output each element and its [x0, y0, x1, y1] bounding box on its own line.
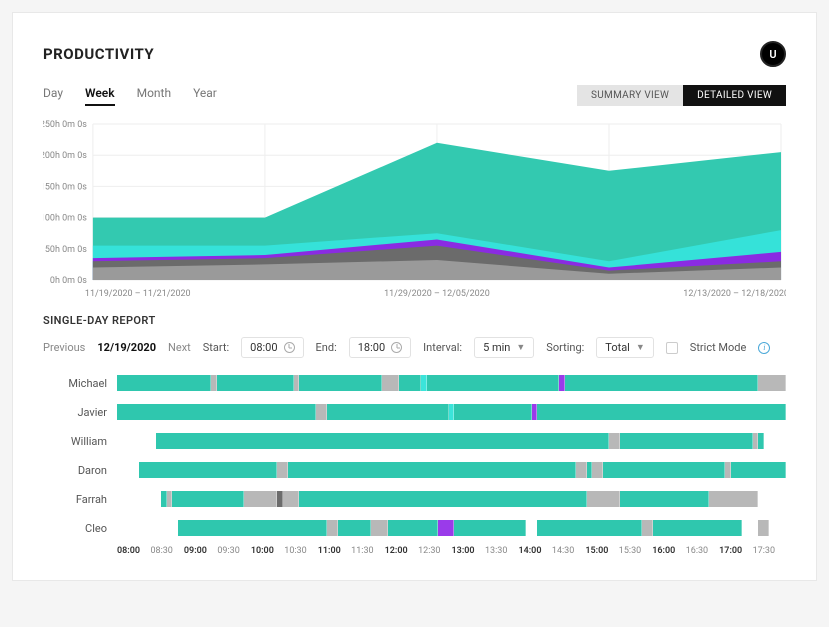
timeline-track[interactable]	[117, 491, 786, 507]
timeline-row: Michael	[49, 372, 786, 394]
sorting-label: Sorting:	[546, 341, 584, 354]
info-icon[interactable]: i	[758, 342, 770, 354]
productivity-card: PRODUCTIVITY U Day Week Month Year SUMMARY …	[12, 12, 817, 581]
area-chart: 0h 0m 0s 50h 0m 0s 100h 0m 0s 150h 0m 0s 200…	[43, 120, 786, 300]
chevron-down-icon: ▼	[636, 342, 645, 353]
controls-row: Day Week Month Year SUMMARY VIEW DETAILED V…	[43, 85, 786, 106]
svg-text:200h 0m 0s: 200h 0m 0s	[43, 151, 87, 161]
filter-row: Previous 12/19/2020 Next Start: 08:00 En…	[43, 337, 786, 358]
timeline-x-tick: 17:00	[719, 546, 752, 556]
timeline-row: Javier	[49, 401, 786, 423]
timeline-track[interactable]	[117, 433, 786, 449]
sorting-select[interactable]: Total ▼	[596, 337, 653, 358]
timeline-x-tick: 16:30	[686, 546, 719, 556]
svg-text:150h 0m 0s: 150h 0m 0s	[43, 182, 87, 192]
range-tabs: Day Week Month Year	[43, 86, 217, 106]
interval-value: 5 min	[483, 341, 510, 354]
timeline-x-tick: 08:30	[150, 546, 183, 556]
svg-text:50h 0m 0s: 50h 0m 0s	[45, 245, 87, 255]
timeline-x-tick: 17:30	[753, 546, 786, 556]
range-tab-year[interactable]: Year	[193, 86, 217, 106]
start-time-value: 08:00	[250, 341, 277, 354]
timeline-row-label: Daron	[49, 464, 117, 477]
current-date: 12/19/2020	[97, 341, 156, 354]
next-link[interactable]: Next	[168, 341, 191, 354]
clock-icon	[284, 342, 295, 353]
timeline-x-axis: 08:0008:3009:0009:3010:0010:3011:0011:30…	[49, 546, 786, 556]
svg-text:100h 0m 0s: 100h 0m 0s	[43, 214, 87, 224]
timeline-x-tick: 16:00	[652, 546, 685, 556]
start-time-field[interactable]: 08:00	[241, 337, 303, 358]
timeline-x-tick: 14:00	[518, 546, 551, 556]
timeline-track[interactable]	[117, 520, 786, 536]
sorting-value: Total	[605, 341, 630, 354]
timeline-x-tick: 13:30	[485, 546, 518, 556]
clock-icon	[391, 342, 402, 353]
timeline-row: Daron	[49, 459, 786, 481]
end-time-field[interactable]: 18:00	[349, 337, 411, 358]
timeline-row-label: Michael	[49, 377, 117, 390]
timeline-block: Michael Javier William Daron Farrah Cleo 08:00…	[49, 372, 786, 556]
header-row: PRODUCTIVITY U	[43, 41, 786, 67]
timeline-x-tick: 15:00	[585, 546, 618, 556]
timeline-row-label: Farrah	[49, 493, 117, 506]
timeline-x-tick: 12:30	[418, 546, 451, 556]
page-title: PRODUCTIVITY	[43, 45, 154, 63]
timeline-row: Farrah	[49, 488, 786, 510]
timeline-x-tick: 15:30	[619, 546, 652, 556]
timeline-row-label: Cleo	[49, 522, 117, 535]
timeline-track[interactable]	[117, 462, 786, 478]
timeline-x-tick: 10:30	[284, 546, 317, 556]
end-label: End:	[316, 341, 337, 354]
timeline-x-tick: 09:30	[217, 546, 250, 556]
timeline-x-tick: 11:00	[318, 546, 351, 556]
range-tab-month[interactable]: Month	[137, 86, 171, 106]
timeline-x-tick: 13:00	[452, 546, 485, 556]
strict-mode-label: Strict Mode	[690, 341, 747, 354]
svg-text:11/19/2020 – 11/21/2020: 11/19/2020 – 11/21/2020	[85, 289, 191, 299]
chevron-down-icon: ▼	[516, 342, 525, 353]
timeline-x-tick: 12:00	[385, 546, 418, 556]
timeline-row-label: Javier	[49, 406, 117, 419]
range-tab-day[interactable]: Day	[43, 86, 63, 106]
start-label: Start:	[203, 341, 229, 354]
timeline-x-tick: 09:00	[184, 546, 217, 556]
single-day-title: SINGLE-DAY REPORT	[43, 314, 786, 327]
svg-text:11/29/2020 – 12/05/2020: 11/29/2020 – 12/05/2020	[384, 289, 490, 299]
prev-link[interactable]: Previous	[43, 341, 85, 354]
timeline-x-tick: 14:30	[552, 546, 585, 556]
view-toggle: SUMMARY VIEW DETAILED VIEW	[577, 85, 786, 106]
svg-text:250h 0m 0s: 250h 0m 0s	[43, 120, 87, 130]
range-tab-week[interactable]: Week	[85, 86, 115, 106]
timeline-row-label: William	[49, 435, 117, 448]
timeline-row: William	[49, 430, 786, 452]
timeline-row: Cleo	[49, 517, 786, 539]
interval-label: Interval:	[423, 341, 462, 354]
area-chart-svg: 0h 0m 0s 50h 0m 0s 100h 0m 0s 150h 0m 0s 200…	[43, 120, 786, 300]
avatar[interactable]: U	[760, 41, 786, 67]
strict-mode-checkbox[interactable]	[666, 342, 678, 354]
timeline-x-tick: 10:00	[251, 546, 284, 556]
timeline-track[interactable]	[117, 404, 786, 420]
svg-text:12/13/2020 – 12/18/2020: 12/13/2020 – 12/18/2020	[683, 289, 786, 299]
timeline-x-tick: 11:30	[351, 546, 384, 556]
timeline-track[interactable]	[117, 375, 786, 391]
interval-select[interactable]: 5 min ▼	[474, 337, 534, 358]
summary-view-button[interactable]: SUMMARY VIEW	[577, 85, 683, 106]
svg-text:0h 0m 0s: 0h 0m 0s	[50, 276, 87, 286]
detailed-view-button[interactable]: DETAILED VIEW	[683, 85, 786, 106]
end-time-value: 18:00	[358, 341, 385, 354]
timeline-x-tick: 08:00	[117, 546, 150, 556]
